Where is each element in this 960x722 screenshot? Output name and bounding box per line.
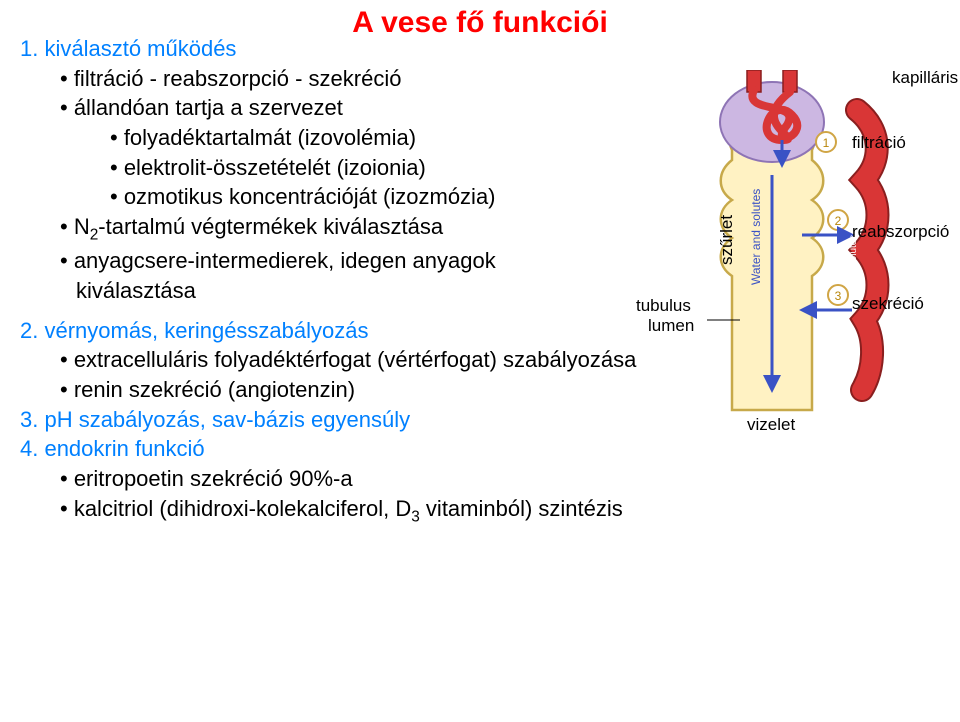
label-filtracio: filtráció (852, 133, 906, 153)
svg-text:Water and solutes: Water and solutes (749, 189, 763, 285)
label-tubulus: tubulus (636, 296, 691, 316)
nephron-svg: 1 2 3 Water and solutes Solutes and wate… (652, 70, 952, 450)
label-reabszorpcio: reabszorpció (852, 222, 949, 242)
h1-b3-prefix: • N (60, 214, 90, 239)
h1-bullet-1: • filtráció - reabszorpció - szekréció (60, 64, 660, 94)
h4-bullet-1: • eritropoetin szekréció 90%-a (60, 464, 660, 494)
h1-bullet-3: • N2-tartalmú végtermékek kiválasztása (60, 212, 660, 246)
label-vizelet: vizelet (747, 415, 795, 435)
heading-3: 3. pH szabályozás, sav-bázis egyensúly (20, 405, 660, 435)
nephron-diagram: 1 2 3 Water and solutes Solutes and wate… (652, 70, 952, 450)
sub-3: 3 (411, 508, 420, 525)
h1-bullet-4b: kiválasztása (60, 276, 660, 306)
label-szurlet: szűrlet (717, 215, 737, 265)
h4-bullet-2: • kalcitriol (dihidroxi-kolekalciferol, … (60, 494, 660, 528)
h1-bullet-2b: • elektrolit-összetételét (izoionia) (110, 153, 660, 183)
heading-2: 2. vérnyomás, keringésszabályozás (20, 316, 660, 346)
svg-text:2: 2 (835, 214, 842, 228)
h1-bullet-2: • állandóan tartja a szervezet (60, 93, 660, 123)
label-kapillaris: kapilláris (892, 68, 958, 88)
h2-bullet-2: • renin szekréció (angiotenzin) (60, 375, 660, 405)
heading-1: 1. kiválasztó működés (20, 34, 660, 64)
label-lumen: lumen (648, 316, 694, 336)
heading-4: 4. endokrin funkció (20, 434, 660, 464)
h4-b2-suffix: vitaminból) szintézis (420, 496, 623, 521)
sub-2: 2 (90, 227, 99, 244)
label-szekrecio: szekréció (852, 294, 924, 314)
svg-text:1: 1 (823, 136, 830, 150)
text-body: 1. kiválasztó működés • filtráció - reab… (20, 34, 660, 528)
h1-bullet-4a: • anyagcsere-intermedierek, idegen anyag… (60, 246, 660, 276)
h4-b2-prefix: • kalcitriol (dihidroxi-kolekalciferol, … (60, 496, 411, 521)
h1-bullet-2c: • ozmotikus koncentrációját (izozmózia) (110, 182, 660, 212)
svg-text:3: 3 (835, 289, 842, 303)
h1-b3-suffix: -tartalmú végtermékek kiválasztása (98, 214, 443, 239)
h1-bullet-2a: • folyadéktartalmát (izovolémia) (110, 123, 660, 153)
